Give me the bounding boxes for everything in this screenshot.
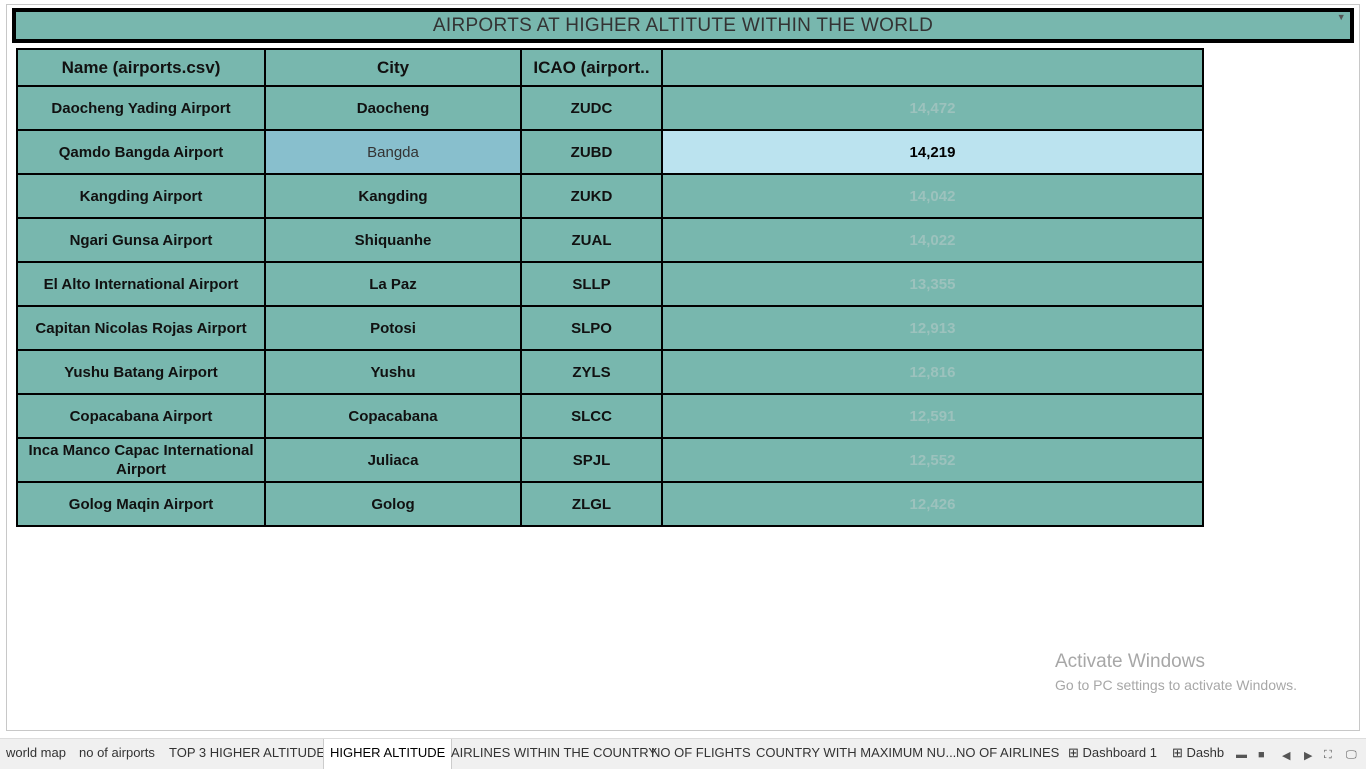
tab-label: Dashb [1186, 745, 1225, 760]
watermark: Activate Windows Go to PC settings to ac… [1055, 651, 1297, 693]
table-row[interactable]: El Alto International Airport La Paz SLLP 1… [16, 261, 1204, 307]
city: Juliaca [264, 437, 522, 483]
airport-name: Golog Maqin Airport [16, 481, 266, 527]
tab-label: AIRLINES WITHIN THE COUNTRY [451, 745, 658, 760]
city: Yushu [264, 349, 522, 395]
sheet-tab[interactable]: ⊞ Dashb [1166, 739, 1230, 769]
table-row[interactable]: Golog Maqin Airport Golog ZLGL 12,426 [16, 481, 1204, 527]
column-header [661, 48, 1204, 87]
sheet-tab[interactable]: HIGHER ALTITUDE [323, 739, 453, 769]
icao: SLCC [520, 393, 663, 439]
altitude: 12,426 [661, 481, 1204, 527]
airport-name: El Alto International Airport [16, 261, 266, 307]
tab-label: Dashboard 1 [1082, 745, 1157, 760]
city: Golog [264, 481, 522, 527]
airport-name: Copacabana Airport [16, 393, 266, 439]
airport-name: Daocheng Yading Airport [16, 85, 266, 131]
altitude: 13,355 [661, 261, 1204, 307]
altitude: 12,913 [661, 305, 1204, 351]
altitude: 14,022 [661, 217, 1204, 263]
airport-name: Qamdo Bangda Airport [16, 129, 266, 175]
title-bar: AIRPORTS AT HIGHER ALTITUTE WITHIN THE W… [12, 8, 1354, 43]
tab-label: world map [6, 745, 66, 760]
data-table: Name (airports.csv) City ICAO (airport..… [16, 48, 1204, 527]
sheet-tab[interactable]: NO OF FLIGHTS [645, 739, 757, 769]
icao: ZUAL [520, 217, 663, 263]
table-row[interactable]: Capitan Nicolas Rojas Airport Potosi SLPO 1… [16, 305, 1204, 351]
column-header[interactable]: Name (airports.csv) [16, 48, 266, 87]
table-row[interactable]: Copacabana Airport Copacabana SLCC 12,591 [16, 393, 1204, 439]
icao: ZUBD [520, 129, 663, 175]
tab-label: HIGHER ALTITUDE [330, 745, 446, 760]
sheet-tab[interactable]: AIRLINES WITHIN THE COUNTRY [445, 739, 663, 769]
table-row[interactable]: Inca Manco Capac International Airport Ju… [16, 437, 1204, 483]
view-toggle[interactable]: ▬ [1236, 749, 1247, 761]
airport-name: Inca Manco Capac International Airport [16, 437, 266, 483]
altitude: 14,472 [661, 85, 1204, 131]
column-header[interactable]: City [264, 48, 522, 87]
title-menu[interactable]: ▼ [1336, 12, 1346, 22]
present[interactable]: 🖵 [1346, 749, 1357, 761]
column-header[interactable]: ICAO (airport.. [520, 48, 663, 87]
icao: ZUDC [520, 85, 663, 131]
city: Shiquanhe [264, 217, 522, 263]
icao: ZYLS [520, 349, 663, 395]
fullscreen[interactable]: ⛶ [1324, 749, 1332, 761]
icao: SLLP [520, 261, 663, 307]
sheet-tab[interactable]: TOP 3 HIGHER ALTITUDE [163, 739, 331, 769]
city: Kangding [264, 173, 522, 219]
altitude: 14,042 [661, 173, 1204, 219]
airport-name: Ngari Gunsa Airport [16, 217, 266, 263]
city: Copacabana [264, 393, 522, 439]
altitude: 12,591 [661, 393, 1204, 439]
dashboard-icon: ⊞ [1172, 745, 1187, 760]
city: La Paz [264, 261, 522, 307]
watermark-subtitle: Go to PC settings to activate Windows. [1055, 677, 1297, 693]
watermark-title: Activate Windows [1055, 651, 1205, 672]
prev-tab[interactable]: ◀ [1282, 750, 1291, 762]
altitude: 12,552 [661, 437, 1204, 483]
airport-name: Yushu Batang Airport [16, 349, 266, 395]
tab-label: no of airports [79, 745, 155, 760]
sheet-tab[interactable]: NO OF AIRLINES [950, 739, 1065, 769]
city: Potosi [264, 305, 522, 351]
sheet-tab[interactable]: no of airports [73, 739, 161, 769]
table-row[interactable]: Ngari Gunsa Airport Shiquanhe ZUAL 14,022 [16, 217, 1204, 263]
title: AIRPORTS AT HIGHER ALTITUTE WITHIN THE W… [432, 15, 934, 36]
table-row[interactable]: Yushu Batang Airport Yushu ZYLS 12,816 [16, 349, 1204, 395]
altitude: 14,219 [661, 129, 1204, 175]
next-tab[interactable]: ▶ [1304, 750, 1313, 762]
icao: SPJL [520, 437, 663, 483]
dashboard-icon: ⊞ [1068, 745, 1083, 760]
table-row[interactable]: Daocheng Yading Airport Daocheng ZUDC 14,47… [16, 85, 1204, 131]
city: Bangda [264, 129, 522, 175]
icao: ZLGL [520, 481, 663, 527]
sheet-tab[interactable]: COUNTRY WITH MAXIMUM NU... [750, 739, 962, 769]
view-toggle[interactable]: ■ [1258, 749, 1265, 761]
table-row[interactable]: Kangding Airport Kangding ZUKD 14,042 [16, 173, 1204, 219]
tab-label: TOP 3 HIGHER ALTITUDE [169, 745, 326, 760]
airport-name: Kangding Airport [16, 173, 266, 219]
dashboard-frame [6, 4, 1360, 731]
icao: SLPO [520, 305, 663, 351]
icao: ZUKD [520, 173, 663, 219]
city: Daocheng [264, 85, 522, 131]
sheet-tab[interactable]: ⊞ Dashboard 1 [1062, 739, 1163, 769]
sheet-tab[interactable]: world map [0, 739, 72, 769]
altitude: 12,816 [661, 349, 1204, 395]
tab-label: COUNTRY WITH MAXIMUM NU... [756, 745, 957, 760]
table-row[interactable]: Qamdo Bangda Airport Bangda ZUBD 14,219 [16, 129, 1204, 175]
airport-name: Capitan Nicolas Rojas Airport [16, 305, 266, 351]
tab-bar: ▬ ■ ◀ ▶ ⛶ 🖵 world map no of airports TOP 3… [0, 738, 1366, 769]
header-row: Name (airports.csv) City ICAO (airport.. [16, 48, 1204, 87]
tab-label: NO OF AIRLINES [956, 745, 1060, 760]
tab-label: NO OF FLIGHTS [651, 745, 751, 760]
